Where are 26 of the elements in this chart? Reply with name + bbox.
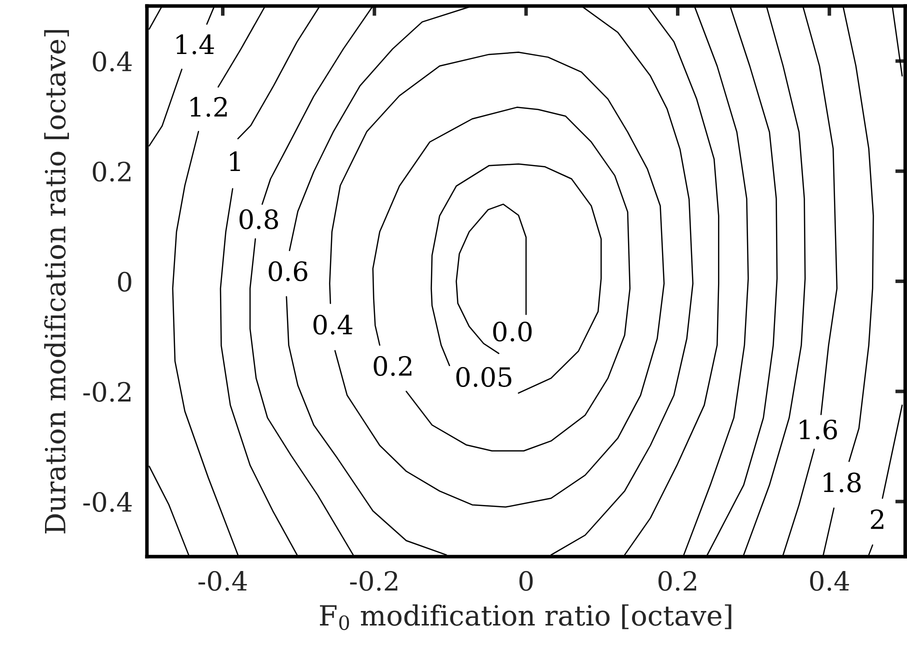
series-label: 0.8	[240, 209, 278, 230]
y-tick-label: 0.2	[92, 162, 130, 182]
y-tick-label: 0	[118, 272, 132, 292]
x-tick-label: 0.4	[810, 570, 850, 591]
series-label: 1.6	[800, 420, 837, 440]
series-label: 0.2	[374, 356, 412, 376]
series-label: 0.0	[493, 322, 532, 342]
x-tick-label: -0.2	[350, 570, 398, 591]
series-label: 1	[230, 151, 240, 172]
x-tick-label: -0.4	[198, 570, 247, 591]
x-tick-label: 0.2	[658, 570, 696, 591]
y-tick-label: 0.4	[92, 51, 132, 72]
series-label: 0.4	[313, 314, 352, 335]
y-axis-title: Duration modification ratio [octave]	[44, 30, 69, 534]
series-label: 1.4	[176, 34, 214, 54]
x-axis-title: F$_{0}$ modification ratio [octave]	[320, 604, 732, 630]
series-label: 0.6	[268, 261, 308, 282]
series-label: 0.05	[456, 367, 512, 387]
x-tick-label: 0	[519, 570, 533, 591]
y-tick-label: -0.4	[83, 492, 132, 512]
y-tick-label: -0.2	[83, 382, 130, 402]
series-label: 1.8	[824, 472, 861, 492]
series-label: 1.2	[190, 96, 227, 117]
line-series	[372, 106, 631, 452]
series-label: 2	[870, 509, 884, 529]
line-series	[430, 163, 602, 394]
